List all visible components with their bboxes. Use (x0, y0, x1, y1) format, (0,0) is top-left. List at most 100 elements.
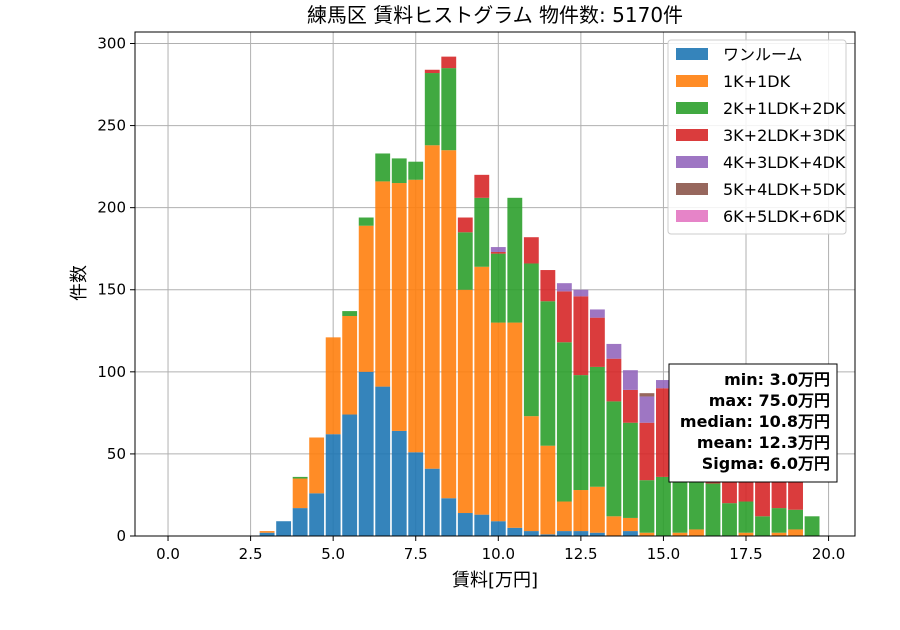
legend-label: 2K+1LDK+2DK (723, 99, 846, 118)
bar-segment-2 (804, 516, 820, 536)
bar-segment-2 (689, 478, 704, 530)
bar-segment-1 (573, 490, 589, 532)
bar-segment-0 (325, 434, 341, 536)
stats-annotation-box: min: 3.0万円 max: 75.0万円 median: 10.8万円 mean:… (668, 363, 838, 483)
bar-segment-3 (474, 174, 490, 198)
x-tick-label: 12.5 (564, 545, 597, 563)
bar-segment-0 (556, 531, 572, 536)
bar-segment-3 (622, 389, 638, 423)
bar-segment-1 (622, 517, 638, 532)
bar-segment-2 (788, 509, 803, 530)
bar-segment-2 (722, 503, 737, 536)
x-axis-ticks: 0.0 2.5 5.0 7.5 10.0 12.5 15.0 17.5 20.0 (156, 536, 845, 563)
bar-segment-2 (573, 375, 589, 491)
bar-segment-1 (325, 337, 341, 435)
bar-segment-1 (259, 531, 275, 533)
bar-segment-1 (771, 532, 787, 536)
y-tick-label: 150 (97, 281, 126, 299)
bar-segment-2 (606, 401, 622, 517)
bar-segment-1 (507, 322, 523, 528)
x-tick-label: 20.0 (812, 545, 845, 563)
bar-segment-2 (507, 197, 523, 323)
bar-segment-2 (490, 253, 506, 323)
legend-label: 5K+4LDK+5DK (723, 180, 846, 199)
y-tick-label: 250 (97, 117, 126, 135)
bar-segment-4 (556, 283, 572, 292)
bar-segment-0 (573, 531, 589, 536)
bar-segment-0 (490, 521, 506, 536)
bar-segment-1 (672, 532, 688, 536)
bar-segment-1 (788, 529, 803, 536)
bar-segment-1 (391, 183, 407, 431)
bar-segment-2 (556, 342, 572, 502)
bar-segment-2 (408, 161, 424, 180)
legend-swatch (676, 183, 708, 195)
stats-line: Sigma: 6.0万円 (702, 454, 830, 473)
bar-segment-3 (589, 317, 605, 367)
bar-segment-3 (556, 291, 572, 343)
bar-segment-2 (755, 516, 770, 536)
bar-segment-1 (689, 529, 704, 536)
bar-segment-2 (441, 68, 457, 151)
bar-segment-1 (523, 416, 539, 532)
bar-segment-3 (441, 56, 457, 69)
legend-swatch (676, 102, 708, 114)
bar-segment-4 (589, 309, 605, 318)
bar-segment-0 (622, 531, 638, 536)
bar-segment-1 (606, 516, 622, 536)
bar-segment-1 (738, 532, 754, 536)
bar-segment-1 (342, 316, 358, 415)
bar-segment-3 (523, 237, 539, 264)
bar-segment-1 (639, 532, 655, 536)
bar-segment-1 (589, 486, 605, 533)
legend-swatch (676, 75, 708, 87)
y-tick-label: 100 (97, 363, 126, 381)
bar-segment-2 (474, 197, 490, 267)
bar-segment-0 (540, 534, 556, 536)
bar-segment-4 (639, 396, 655, 423)
bar-segment-3 (490, 251, 506, 254)
bar-segment-0 (276, 521, 292, 536)
bar-segment-2 (523, 263, 539, 417)
bar-segment-1 (441, 150, 457, 499)
bar-segment-3 (424, 69, 440, 74)
bar-segment-0 (391, 430, 407, 536)
y-tick-label: 50 (107, 445, 126, 463)
bar-segment-2 (622, 422, 638, 518)
bar-segment-0 (441, 498, 457, 536)
bar-segment-4 (573, 289, 589, 297)
bar-segment-0 (408, 452, 424, 536)
bar-segment-3 (573, 296, 589, 376)
bar-segment-2 (457, 232, 473, 290)
bar-segment-1 (408, 179, 424, 453)
x-tick-label: 5.0 (321, 545, 345, 563)
legend-label: 6K+5LDK+6DK (723, 207, 846, 226)
bar-segment-5 (639, 393, 655, 397)
bar-segment-0 (292, 508, 308, 536)
bar-segment-0 (358, 371, 374, 536)
legend-label: ワンルーム (723, 45, 803, 64)
bar-segment-0 (589, 532, 605, 536)
legend-label: 3K+2LDK+3DK (723, 126, 846, 145)
bar-segment-0 (342, 414, 358, 536)
bar-segment-3 (639, 422, 655, 481)
bar-segment-1 (540, 445, 556, 535)
legend-label: 4K+3LDK+4DK (723, 153, 846, 172)
bar-segment-2 (375, 153, 391, 182)
legend-frame (667, 39, 847, 235)
bar-segment-1 (556, 501, 572, 532)
bar-segment-2 (292, 476, 308, 479)
x-tick-label: 17.5 (729, 545, 762, 563)
stats-line: max: 75.0万円 (709, 391, 830, 410)
x-axis-title: 賃料[万円] (452, 570, 538, 591)
bar-segment-0 (474, 514, 490, 536)
legend-swatch (676, 129, 708, 141)
bar-segment-2 (639, 480, 655, 533)
bar-segment-1 (424, 145, 440, 469)
bar-segment-4 (622, 370, 638, 390)
legend-swatch (676, 156, 708, 168)
legend-label: 1K+1DK (723, 72, 791, 91)
stats-line: min: 3.0万円 (724, 370, 830, 389)
stats-line: mean: 12.3万円 (697, 433, 830, 452)
